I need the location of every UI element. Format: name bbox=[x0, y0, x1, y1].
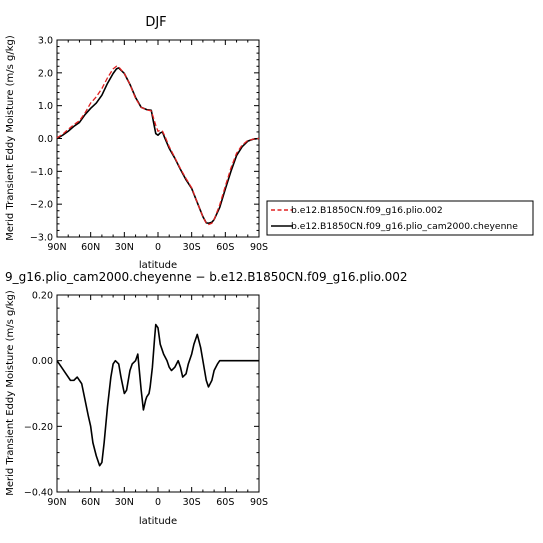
x-tick-label: 0 bbox=[155, 497, 161, 508]
y-tick-label: −3.0 bbox=[30, 233, 53, 244]
bottom-chart-frame bbox=[56, 294, 260, 493]
y-tick-label: −2.0 bbox=[30, 200, 53, 211]
y-tick-label: 0.20 bbox=[32, 291, 53, 302]
y-tick-label: 1.0 bbox=[38, 101, 53, 112]
y-tick-label: 0.0 bbox=[38, 134, 53, 145]
y-tick-label: −1.0 bbox=[30, 167, 53, 178]
legend-box bbox=[266, 200, 534, 236]
bottom-chart-xlabel: latitude bbox=[139, 516, 177, 527]
bottom-chart-ylabel: Merid Transient Eddy Moisture (m/s g/kg) bbox=[5, 290, 16, 496]
top-chart-series bbox=[56, 65, 260, 226]
series-line-solid bbox=[56, 67, 260, 225]
y-tick-label: −0.20 bbox=[24, 422, 53, 433]
series-line-dashed bbox=[56, 65, 260, 226]
x-tick-label: 30N bbox=[115, 242, 134, 253]
bottom-chart-title: 9_g16.plio_cam2000.cheyenne − b.e12.B185… bbox=[5, 270, 407, 284]
x-tick-label: 60N bbox=[81, 497, 100, 508]
y-tick-label: 0.00 bbox=[32, 356, 53, 367]
y-tick-label: 2.0 bbox=[38, 68, 53, 79]
x-tick-label: 60S bbox=[216, 497, 234, 508]
x-tick-label: 90S bbox=[250, 497, 268, 508]
top-chart-frame bbox=[56, 39, 260, 238]
top-chart: DJF 90N 60N 30N 0 30S 60S 90S −3.0 −2.0 −1.0 0.0 1.… bbox=[5, 15, 268, 271]
x-tick-label: 30S bbox=[183, 497, 201, 508]
y-tick-label: −0.40 bbox=[24, 488, 53, 499]
top-chart-xlabel: latitude bbox=[139, 260, 177, 271]
x-tick-label: 90N bbox=[47, 242, 66, 253]
x-tick-label: 60S bbox=[216, 242, 234, 253]
legend: b.e12.B1850CN.f09_g16.plio.002 b.e12.B18… bbox=[266, 200, 534, 236]
x-tick-label: 30S bbox=[183, 242, 201, 253]
top-chart-ylabel: Merid Transient Eddy Moisture (m/s g/kg) bbox=[5, 35, 16, 241]
x-tick-label: 90N bbox=[47, 497, 66, 508]
x-tick-label: 60N bbox=[81, 242, 100, 253]
legend-entry-cam2000: b.e12.B1850CN.f09_g16.plio_cam2000.cheye… bbox=[291, 221, 518, 232]
legend-entry-plio: b.e12.B1850CN.f09_g16.plio.002 bbox=[291, 205, 443, 216]
top-chart-title: DJF bbox=[145, 15, 166, 30]
y-tick-label: 3.0 bbox=[38, 36, 53, 47]
bottom-chart: 9_g16.plio_cam2000.cheyenne − b.e12.B185… bbox=[5, 270, 407, 527]
x-tick-label: 0 bbox=[155, 242, 161, 253]
series-line-solid bbox=[56, 323, 259, 467]
x-tick-label: 30N bbox=[115, 497, 134, 508]
top-chart-ticks: 90N 60N 30N 0 30S 60S 90S −3.0 −2.0 −1.0 0.0 1.0 2.0… bbox=[30, 36, 268, 254]
bottom-chart-series bbox=[56, 323, 259, 467]
x-tick-label: 90S bbox=[250, 242, 268, 253]
